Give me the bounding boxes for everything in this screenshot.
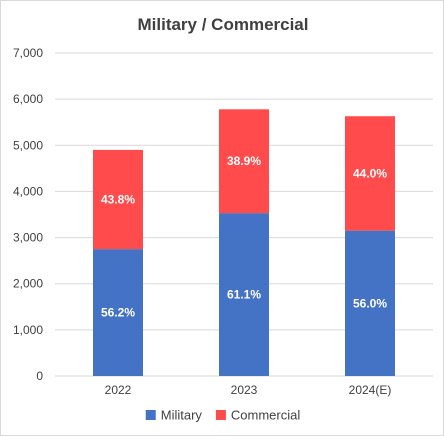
y-tick-label: 0	[36, 369, 43, 383]
data-label: 43.8%	[101, 193, 135, 207]
legend-swatch-commercial	[215, 410, 226, 420]
y-tick-label: 1,000	[13, 323, 43, 337]
bars	[93, 109, 395, 376]
bar-commercial-2023	[219, 109, 269, 214]
y-tick-label: 5,000	[13, 138, 43, 152]
data-labels: 56.2% 43.8% 61.1% 38.9% 56.0% 44.0%	[101, 154, 387, 319]
bar-military-2024e	[345, 230, 395, 376]
data-label: 56.0%	[353, 296, 387, 310]
y-tick-label: 7,000	[13, 46, 43, 60]
legend: Military Commercial	[145, 408, 300, 423]
data-label: 38.9%	[227, 154, 261, 168]
x-axis-tick-labels: 2022 2023 2024(E)	[105, 383, 392, 397]
x-tick-label: 2022	[105, 383, 132, 397]
bar-commercial-2022	[93, 149, 143, 250]
y-axis-tick-labels: 0 1,000 2,000 3,000 4,000 5,000 6,000 7,000	[13, 46, 43, 383]
legend-label-military: Military	[161, 408, 203, 423]
legend-swatch-military	[145, 410, 156, 420]
y-tick-label: 2,000	[13, 277, 43, 291]
chart-title: Military / Commercial	[137, 15, 308, 34]
y-tick-label: 4,000	[13, 184, 43, 198]
legend-label-commercial: Commercial	[231, 408, 300, 423]
y-tick-label: 6,000	[13, 92, 43, 106]
x-tick-label: 2024(E)	[349, 383, 392, 397]
y-tick-label: 3,000	[13, 231, 43, 245]
bar-commercial-2024e	[345, 116, 395, 231]
data-label: 56.2%	[101, 306, 135, 320]
data-label: 61.1%	[227, 288, 261, 302]
bar-military-2022	[93, 249, 143, 376]
data-label: 44.0%	[353, 166, 387, 180]
bar-military-2023	[219, 213, 269, 376]
x-tick-label: 2023	[231, 383, 258, 397]
